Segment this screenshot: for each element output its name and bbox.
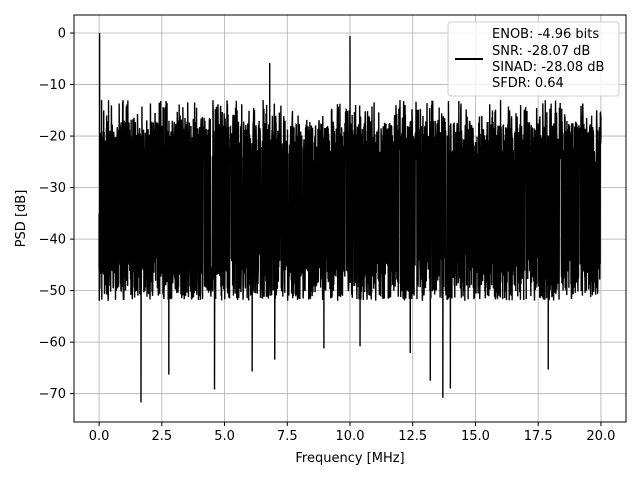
- legend-enob: ENOB: -4.96 bits: [492, 27, 599, 42]
- data-layer: [98, 33, 602, 403]
- legend: ENOB: -4.96 bits SNR: -28.07 dB SINAD: -…: [447, 21, 620, 97]
- x-tick-label: 20.0: [586, 429, 615, 444]
- tick-layer: 0.0 2.5 5.0 7.5 10.0 12.5 15.0 17.5 20.0 0 −10 −20 −…: [39, 27, 616, 444]
- y-tick-label: −30: [39, 181, 66, 196]
- x-tick-label: 12.5: [398, 429, 427, 444]
- legend-snr: SNR: -28.07 dB: [492, 44, 590, 59]
- x-tick-label: 10.0: [336, 429, 365, 444]
- x-tick-label: 0.0: [89, 429, 110, 444]
- x-tick-label: 2.5: [151, 429, 172, 444]
- psd-series-line: [98, 33, 602, 403]
- x-tick-label: 15.0: [461, 429, 490, 444]
- legend-box: [447, 21, 620, 97]
- y-tick-label: −50: [39, 284, 66, 299]
- x-tick-label: 17.5: [524, 429, 553, 444]
- y-tick-label: −10: [39, 78, 66, 93]
- x-axis-label: Frequency [MHz]: [295, 451, 404, 466]
- y-tick-label: −60: [39, 336, 66, 351]
- y-tick-label: −70: [39, 387, 66, 402]
- legend-sfdr: SFDR: 0.64: [492, 76, 564, 91]
- y-tick-label: −40: [39, 233, 66, 248]
- y-axis-label: PSD [dB]: [14, 190, 29, 248]
- legend-sinad: SINAD: -28.08 dB: [492, 60, 604, 75]
- y-tick-label: −20: [39, 130, 66, 145]
- x-tick-label: 7.5: [277, 429, 298, 444]
- x-tick-label: 5.0: [214, 429, 235, 444]
- y-tick-label: 0: [58, 27, 66, 42]
